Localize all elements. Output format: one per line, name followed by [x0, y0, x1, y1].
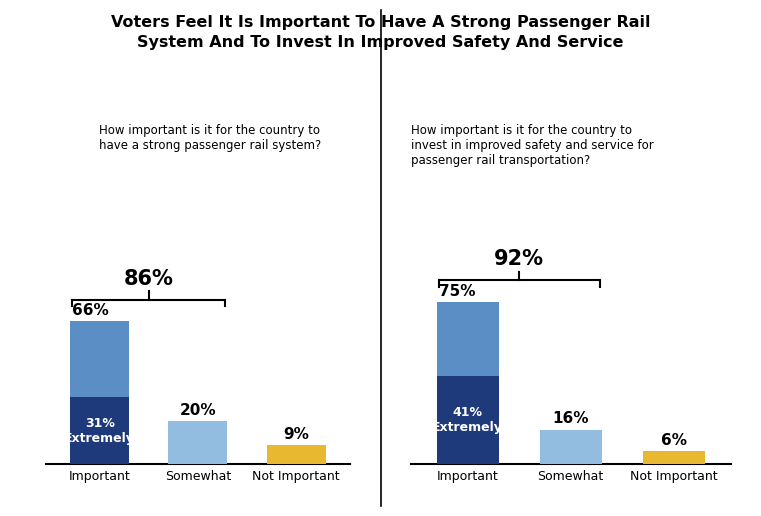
Text: 16%: 16% — [552, 411, 589, 426]
Text: Voters Feel It Is Important To Have A Strong Passenger Rail
System And To Invest: Voters Feel It Is Important To Have A St… — [111, 15, 650, 50]
Bar — [437, 376, 498, 464]
Bar — [437, 302, 498, 376]
Bar — [70, 397, 129, 464]
Bar — [168, 421, 228, 464]
Text: 75%: 75% — [439, 284, 476, 299]
Text: 66%: 66% — [72, 303, 109, 318]
Bar — [266, 445, 326, 464]
Text: How important is it for the country to
have a strong passenger rail system?: How important is it for the country to h… — [99, 124, 321, 152]
Text: How important is it for the country to
invest in improved safety and service for: How important is it for the country to i… — [411, 124, 654, 167]
Text: 31%
Extremely: 31% Extremely — [64, 417, 135, 445]
Bar — [643, 452, 705, 464]
Text: 92%: 92% — [494, 249, 544, 269]
Text: 41%
Extremely: 41% Extremely — [432, 406, 503, 434]
Text: 20%: 20% — [180, 403, 216, 418]
Text: 9%: 9% — [283, 427, 309, 442]
Text: 86%: 86% — [124, 269, 174, 289]
Text: 6%: 6% — [661, 433, 687, 448]
Bar — [70, 321, 129, 397]
Bar — [540, 430, 602, 464]
